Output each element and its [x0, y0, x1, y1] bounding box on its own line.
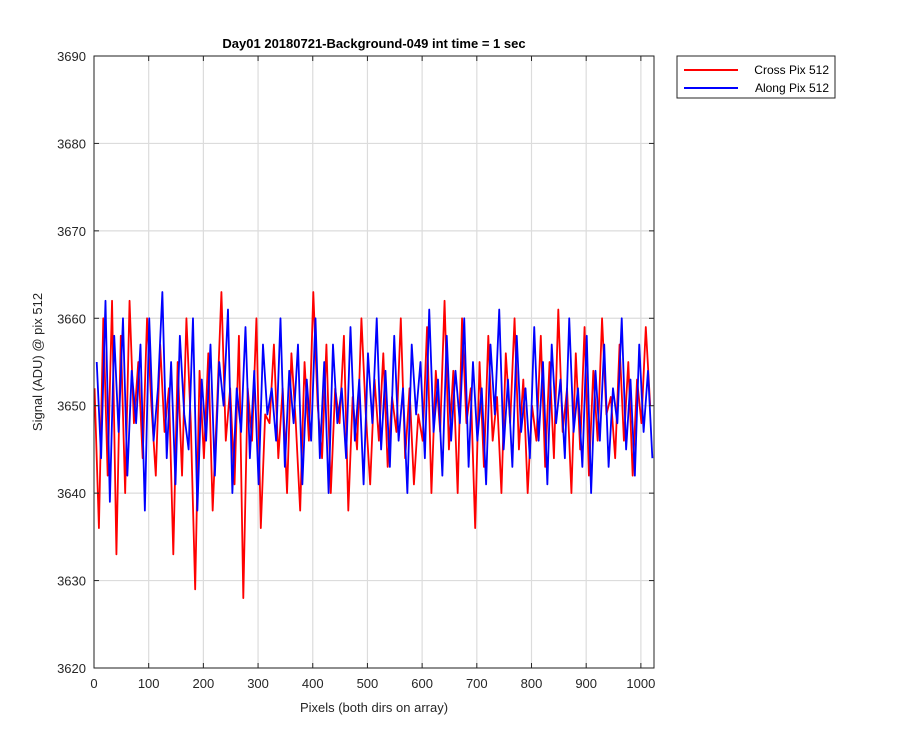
- y-tick-label: 3640: [57, 486, 86, 501]
- x-tick-label: 1000: [626, 676, 655, 691]
- y-axis-label: Signal (ADU) @ pix 512: [30, 293, 45, 431]
- x-tick-label: 600: [411, 676, 433, 691]
- series-line-cross-pix-512: [94, 291, 652, 599]
- y-tick-label: 3630: [57, 574, 86, 589]
- x-tick-label: 800: [521, 676, 543, 691]
- legend-label-cross: Cross Pix 512: [754, 63, 829, 77]
- chart-title: Day01 20180721-Background-049 int time =…: [222, 36, 525, 51]
- plot-frame: [93, 55, 655, 669]
- x-tick-label: 900: [575, 676, 597, 691]
- y-tick-label: 3690: [57, 49, 86, 64]
- y-tick-label: 3620: [57, 661, 86, 676]
- x-tick-label: 300: [247, 676, 269, 691]
- x-tick-label: 500: [357, 676, 379, 691]
- x-tick-label: 200: [193, 676, 215, 691]
- series-layer: [94, 291, 654, 599]
- y-tick-label: 3650: [57, 399, 86, 414]
- series-line-along-pix-512: [95, 291, 654, 512]
- legend: Cross Pix 512 Along Pix 512: [676, 55, 836, 99]
- x-tick-label: 100: [138, 676, 160, 691]
- x-tick-label: 400: [302, 676, 324, 691]
- y-tick-label: 3670: [57, 224, 86, 239]
- y-tick-label: 3660: [57, 311, 86, 326]
- legend-box: [676, 55, 836, 99]
- x-tick-label: 0: [90, 676, 97, 691]
- x-tick-label: 700: [466, 676, 488, 691]
- ticks: 0 100 200 300 400 500 600 700 800 900 1000 3620 3630…: [57, 49, 655, 691]
- x-axis-label: Pixels (both dirs on array): [300, 700, 448, 715]
- y-tick-label: 3680: [57, 136, 86, 151]
- legend-label-along: Along Pix 512: [755, 81, 829, 95]
